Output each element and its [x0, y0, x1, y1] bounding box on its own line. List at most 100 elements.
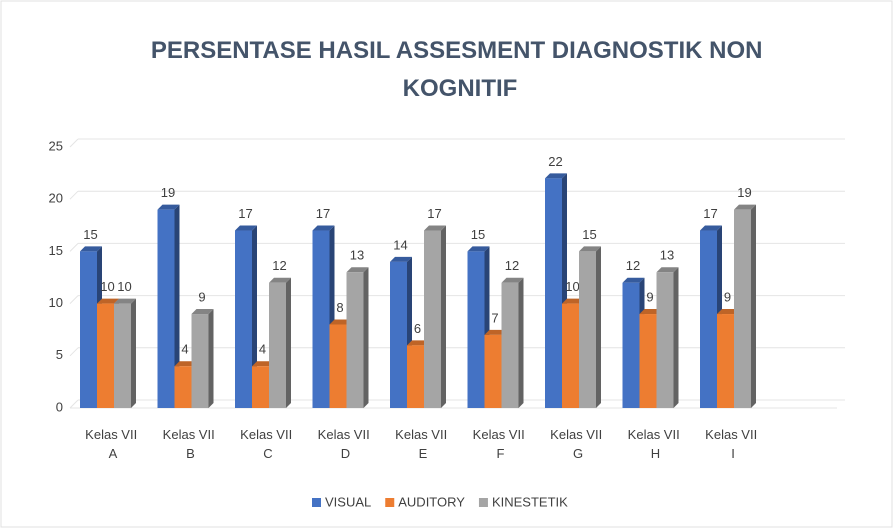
grid-line-depth	[69, 399, 79, 409]
bar-top	[407, 340, 429, 346]
bar-top	[114, 298, 136, 304]
data-label: 12	[626, 258, 640, 273]
bar-top	[501, 277, 524, 283]
bar-top	[622, 277, 645, 283]
data-label: 15	[83, 227, 97, 242]
bar-top	[484, 329, 507, 335]
data-label: 17	[238, 206, 252, 221]
bar-side	[174, 204, 180, 408]
bar-side	[252, 225, 257, 408]
bar	[329, 324, 347, 408]
bar-side	[596, 246, 601, 408]
x-tick-label: Kelas VII B	[163, 427, 219, 461]
x-tick-label: Kelas VII F	[473, 427, 529, 461]
data-label: 6	[414, 321, 421, 336]
bar-top	[97, 298, 119, 304]
data-label: 4	[259, 342, 266, 357]
legend-label: KINESTETIK	[492, 494, 568, 509]
bar	[191, 314, 209, 408]
bar-side	[518, 277, 524, 408]
bar	[235, 230, 252, 408]
chart-title: PERSENTASE HASIL ASSESMENT DIAGNOSTIK NO…	[151, 37, 769, 102]
x-tick-label: Kelas VII I	[705, 427, 761, 461]
bar-top	[235, 225, 257, 231]
bar	[734, 209, 751, 408]
data-label: 10	[100, 279, 114, 294]
y-tick-label: 15	[49, 243, 63, 258]
data-label: 7	[491, 310, 498, 325]
x-tick-label: Kelas VII H	[628, 427, 684, 461]
bar	[252, 366, 269, 408]
data-label: 19	[737, 185, 751, 200]
data-label: 17	[427, 206, 441, 221]
data-label: 8	[336, 300, 343, 315]
bar	[346, 272, 364, 408]
bar-top	[329, 319, 352, 325]
bar	[424, 230, 441, 408]
bar	[407, 345, 424, 408]
grid-line-depth	[69, 190, 79, 200]
data-label: 12	[505, 258, 519, 273]
y-tick-label: 25	[49, 138, 63, 153]
data-label: 13	[660, 248, 674, 263]
bar	[717, 314, 734, 408]
data-label: 9	[646, 289, 653, 304]
bar-top	[467, 246, 490, 252]
bar-top	[734, 204, 756, 210]
grid-line-depth	[69, 347, 79, 357]
bar-top	[157, 204, 180, 210]
data-label: 10	[117, 279, 131, 294]
bar	[501, 282, 519, 408]
y-tick-label: 0	[56, 399, 63, 414]
bar-side	[441, 225, 446, 408]
bar	[157, 209, 175, 408]
data-label: 9	[724, 289, 731, 304]
bar	[639, 314, 657, 408]
data-label: 19	[161, 185, 175, 200]
legend-label: AUDITORY	[398, 494, 465, 509]
bar-top	[639, 309, 662, 315]
data-label: 13	[350, 248, 364, 263]
x-tick-label: Kelas VII D	[318, 427, 374, 461]
bar-top	[562, 298, 584, 304]
bar	[579, 251, 596, 408]
bar-top	[390, 256, 412, 262]
bar-side	[673, 267, 679, 408]
data-label: 4	[181, 342, 188, 357]
data-label: 22	[548, 154, 562, 169]
bar	[562, 303, 579, 408]
data-label: 9	[198, 289, 205, 304]
bar-top	[252, 361, 274, 367]
bar-top	[80, 246, 102, 252]
bar-side	[286, 277, 291, 408]
data-label: 10	[565, 279, 579, 294]
bar-top	[346, 267, 369, 273]
bar-top	[717, 309, 739, 315]
bar	[174, 366, 192, 408]
bar	[312, 230, 330, 408]
bar-top	[656, 267, 679, 273]
bar	[269, 282, 286, 408]
bar-side	[751, 204, 756, 408]
bar-side	[363, 267, 369, 408]
bar	[622, 282, 640, 408]
y-tick-label: 10	[49, 295, 63, 310]
bar-top	[545, 173, 567, 179]
y-tick-label: 5	[56, 347, 63, 362]
data-label: 17	[316, 206, 330, 221]
data-label: 17	[703, 206, 717, 221]
bar	[545, 178, 562, 408]
x-tick-label: Kelas VII C	[240, 427, 296, 461]
legend-swatch	[478, 498, 488, 507]
bar	[390, 261, 407, 408]
grid-line-depth	[69, 138, 79, 148]
bar	[97, 303, 114, 408]
bar-top	[579, 246, 601, 252]
bar-top	[312, 225, 335, 231]
bar	[80, 251, 97, 408]
bar	[700, 230, 717, 408]
legend-label: VISUAL	[325, 494, 371, 509]
x-tick-label: Kelas VII G	[550, 427, 606, 461]
bar	[656, 272, 674, 408]
